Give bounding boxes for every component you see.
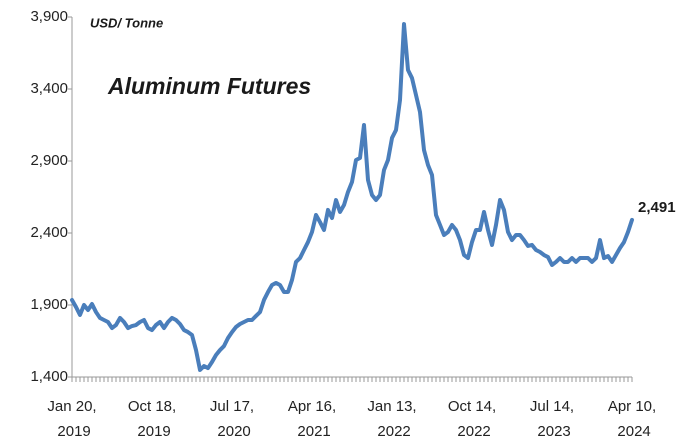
x-tick-label: Oct 18, 2019 [128,398,176,439]
x-tick-label: Jul 14, 2023 [530,398,574,439]
chart-title: Aluminum Futures [107,73,311,99]
y-tick-label: 2,900 [30,152,68,169]
y-tick-label: 3,400 [30,80,68,97]
x-tick-label-line: Jan 13, [367,398,416,415]
end-value-label: 2,491 [638,199,676,216]
x-tick-label: Oct 14, 2022 [448,398,496,439]
y-tick-label: 1,900 [30,296,68,313]
price-line [70,22,634,372]
x-tick-label: Apr 10, 2024 [608,398,656,439]
x-tick-label-line: Oct 14, [448,398,496,415]
x-tick-label-line: 2019 [133,423,171,439]
x-tick-label-line: Jul 17, [210,398,254,415]
x-tick-label-line: 2024 [613,423,651,439]
y-tick-label: 1,400 [30,368,68,385]
x-tick-label-line: 2022 [453,423,491,439]
x-tick-label-line: Oct 18, [128,398,176,415]
x-tick-label-line: 2022 [373,423,411,439]
y-tick-label: 3,900 [30,8,68,25]
chart-subtitle: USD/ Tonne [90,15,163,30]
x-tick-label-line: 2021 [293,423,331,439]
x-tick-label-line: Jul 14, [530,398,574,415]
x-tick-label-line: 2020 [213,423,251,439]
x-tick-label-line: Apr 16, [288,398,336,415]
x-tick-label: Jan 13, 2022 [367,398,416,439]
x-tick-label: Jan 20, 2019 [47,398,96,439]
x-tick-label-line: Jan 20, [47,398,96,415]
x-tick-label-line: Apr 10, [608,398,656,415]
y-tick-label: 2,400 [30,224,68,241]
x-tick-label: Jul 17, 2020 [210,398,254,439]
x-tick-label: Apr 16, 2021 [288,398,336,439]
x-tick-label-line: 2019 [53,423,91,439]
x-tick-label-line: 2023 [533,423,571,439]
